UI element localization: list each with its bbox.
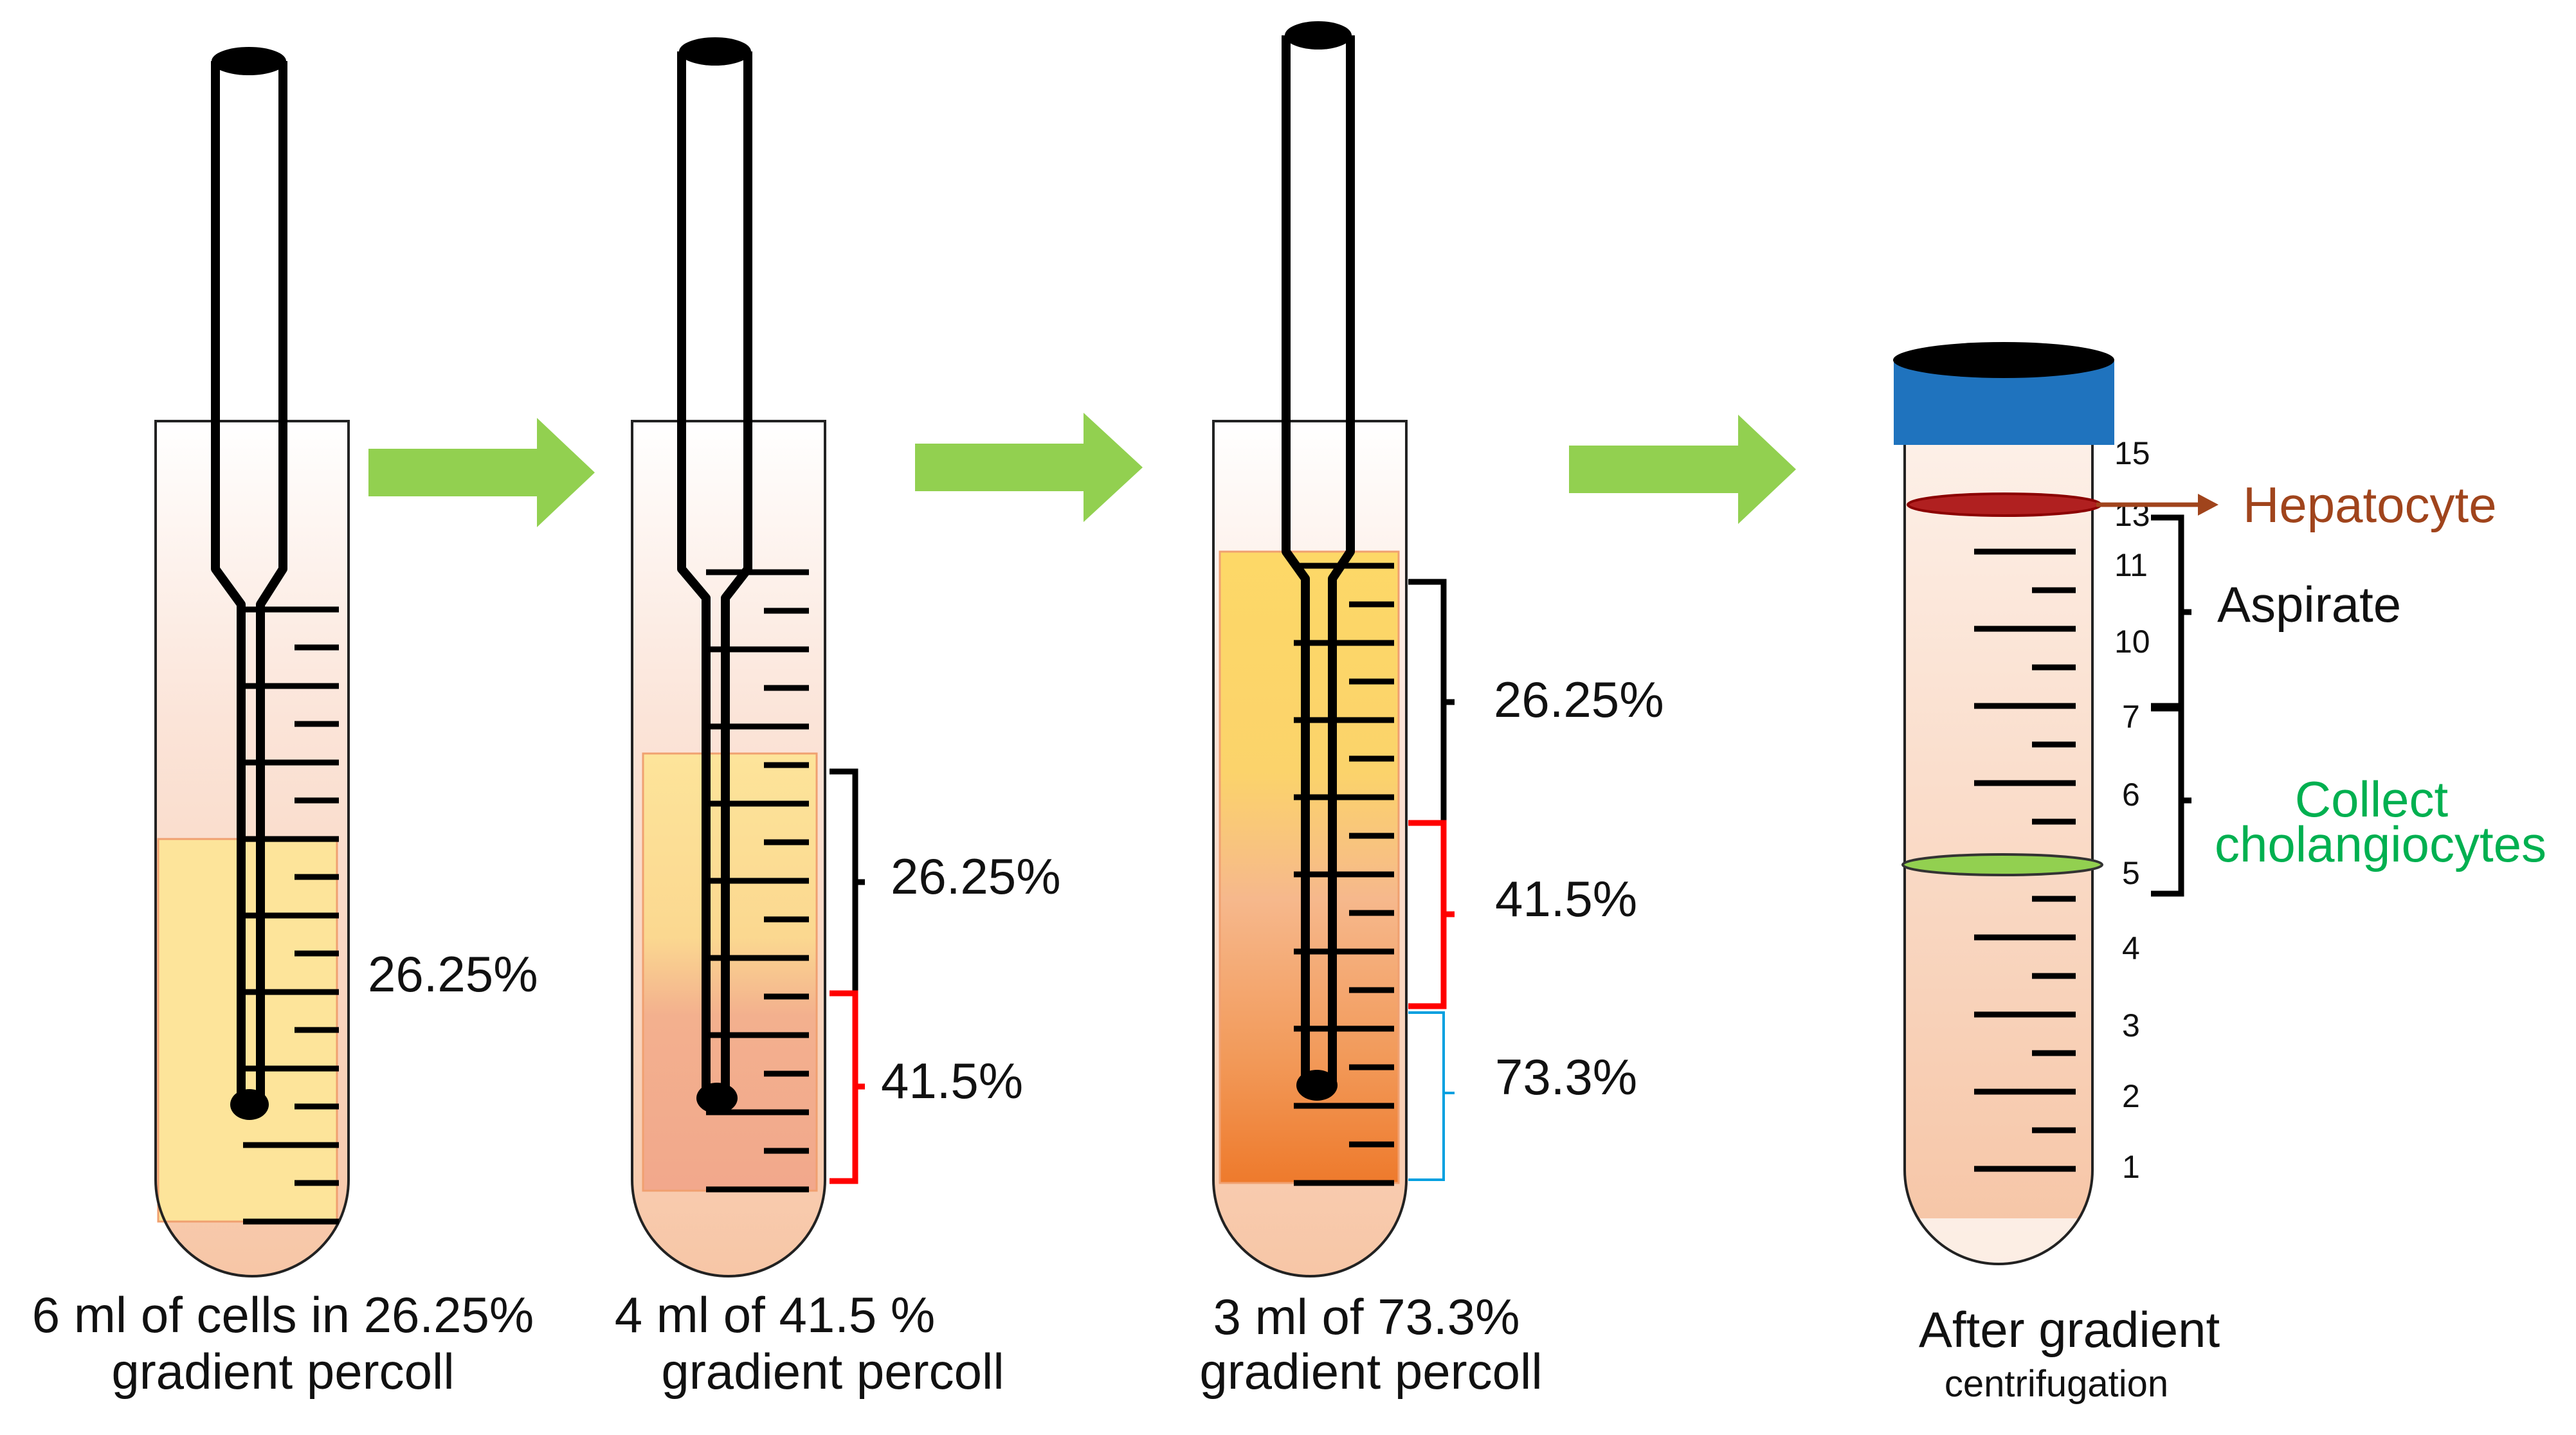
- pipette-tip: [1296, 1070, 1338, 1101]
- tube-bottom-clear: [1907, 1218, 2090, 1263]
- pipette-tip: [696, 1083, 738, 1114]
- aspirate-label: Aspirate: [2217, 576, 2401, 633]
- screw-cap: [1893, 342, 2114, 445]
- scale-number: 4: [2122, 930, 2140, 966]
- step-1-caption-line2: gradient percoll: [111, 1343, 454, 1400]
- scale-number: 2: [2122, 1078, 2140, 1114]
- pipette: [677, 51, 752, 1099]
- pipette: [1282, 35, 1355, 1087]
- result-caption-line1: After gradient: [1919, 1301, 2220, 1358]
- step-1-tube: 26.25% 6 ml of cells in 26.25% gradient …: [32, 47, 538, 1400]
- layer-label-41-5: 41.5%: [881, 1052, 1023, 1109]
- hepatocyte-label: Hepatocyte: [2243, 476, 2497, 533]
- step-2-caption-line2: gradient percoll: [661, 1343, 1004, 1400]
- bracket-41-5: [830, 990, 865, 1184]
- aspirate-bracket: [2151, 514, 2191, 709]
- step-2-caption-line1: 4 ml of 41.5 %: [615, 1286, 936, 1343]
- bracket-73-3: [1408, 1011, 1455, 1181]
- scale-number: 7: [2122, 699, 2140, 735]
- layer-label-41-5: 41.5%: [1495, 871, 1637, 927]
- arrow-icon: [1569, 415, 1796, 524]
- cholangiocyte-band: [1901, 853, 2103, 876]
- result-caption-line2: centrifugation: [1945, 1363, 2168, 1405]
- pipette-top-cap: [1285, 21, 1352, 50]
- step-2-tube: 26.25% 41.5% 4 ml of 41.5 % gradient per…: [615, 37, 1061, 1400]
- collect-label-line2: cholangiocytes: [2215, 816, 2546, 872]
- scale-number: 13: [2114, 497, 2150, 533]
- scale-number: 1: [2122, 1149, 2140, 1185]
- collect-bracket: [2151, 705, 2191, 897]
- scale-number: 5: [2122, 855, 2140, 891]
- pipette-top-cap: [679, 37, 751, 66]
- graduation-marks: [1974, 548, 2076, 1172]
- arrow-icon: [368, 418, 595, 527]
- scale-number: 3: [2122, 1007, 2140, 1043]
- tube-outline: [1903, 436, 2094, 1265]
- step-1-caption-line1: 6 ml of cells in 26.25%: [32, 1286, 534, 1343]
- pipette: [211, 61, 287, 1103]
- tube-outline: [154, 420, 350, 1277]
- scale-number: 6: [2122, 777, 2140, 813]
- hepatocyte-arrow-head: [2198, 494, 2218, 516]
- pipette-tip: [230, 1089, 269, 1120]
- layer-label-26-25: 26.25%: [891, 848, 1061, 905]
- arrow-icon: [915, 413, 1143, 522]
- bracket-41-5: [1408, 820, 1455, 1009]
- hepatocyte-band: [1907, 492, 2102, 517]
- step-3-tube: 26.25% 41.5% 73.3% 3 ml of 73.3% gradien…: [1199, 21, 1664, 1400]
- scale-number: 15: [2114, 435, 2150, 471]
- layer-label-73-3: 73.3%: [1495, 1049, 1637, 1105]
- tube-outline: [1212, 420, 1408, 1277]
- step-3-caption-line1: 3 ml of 73.3%: [1213, 1288, 1520, 1345]
- result-tube: 15 13 11 10 7 6 5 4 3 2 1 Hepatocyte Asp…: [1893, 342, 2546, 1405]
- step-3-caption-line2: gradient percoll: [1199, 1343, 1542, 1400]
- collect-label-line1: Collect: [2295, 771, 2449, 827]
- bracket-26-25: [1408, 579, 1455, 826]
- tube-outline: [631, 420, 826, 1277]
- layer-label-26-25: 26.25%: [368, 946, 538, 1002]
- scale-number: 11: [2114, 547, 2148, 583]
- tube-body: [1905, 437, 2092, 1264]
- pipette-top-cap: [212, 47, 286, 75]
- bracket-26-25: [830, 768, 865, 997]
- layer-label-26-25: 26.25%: [1494, 671, 1664, 728]
- scale-number: 10: [2114, 624, 2150, 660]
